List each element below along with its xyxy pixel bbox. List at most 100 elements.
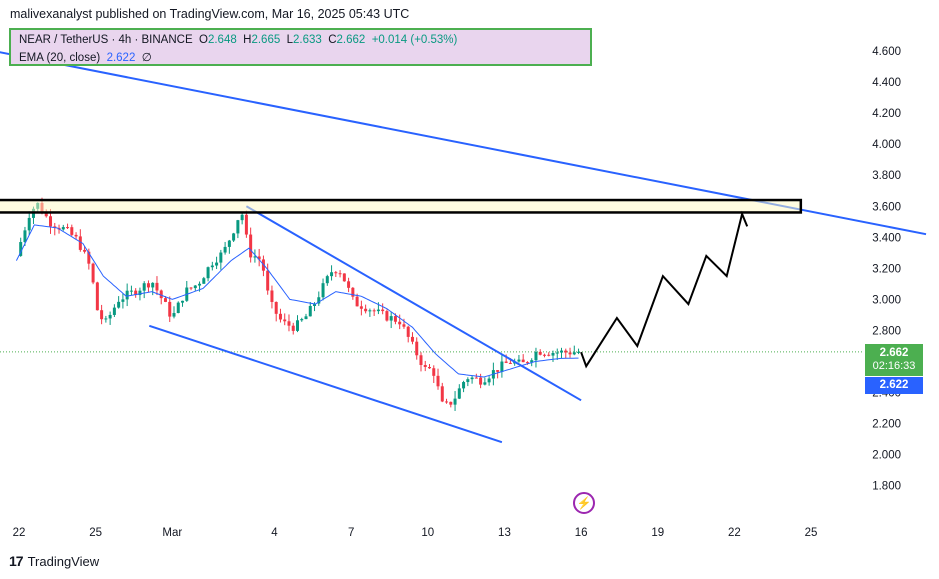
candle-body (551, 352, 555, 356)
candle-body (295, 320, 299, 331)
change-value: +0.014 (+0.53%) (371, 34, 458, 46)
candle-body (95, 282, 99, 311)
candle-body (304, 316, 308, 320)
candle-body (504, 361, 508, 363)
candle-body (517, 359, 521, 362)
candle-body (49, 216, 53, 227)
candle-body (193, 285, 197, 289)
time-tick-label: 22 (13, 527, 26, 539)
candle-body (146, 283, 150, 288)
lightning-icon[interactable]: ⚡ (573, 492, 595, 514)
candle-body (44, 213, 48, 217)
tradingview-logo-icon: 17 (9, 553, 24, 569)
ema-price-tag: 2.622 (865, 377, 923, 394)
resistance-zone[interactable] (0, 198, 803, 214)
candle-body (125, 290, 129, 300)
candle-body (547, 354, 551, 356)
candle-body (410, 336, 414, 342)
candle-body (172, 313, 176, 317)
drawings-layer (0, 51, 927, 444)
time-tick-label: 25 (805, 527, 818, 539)
last-price-tag: 2.662 02:16:33 (865, 344, 923, 376)
candle-body (470, 377, 474, 380)
candle-body (104, 318, 108, 320)
high-value: 2.665 (251, 34, 281, 46)
candle-body (70, 227, 74, 235)
candle-body (457, 388, 461, 399)
price-tick-label: 3.400 (872, 232, 901, 244)
candle-body (313, 303, 317, 306)
candle-body (249, 234, 253, 258)
candle-body (338, 273, 342, 275)
time-tick-label: 25 (89, 527, 102, 539)
candle-body (91, 263, 95, 283)
ohlc-legend: NEAR / TetherUS · 4h · BINANCE O2.648 H2… (19, 34, 457, 46)
candle-body (78, 236, 82, 250)
candle-body (61, 227, 65, 230)
candle-body (568, 352, 572, 355)
ema-line (15, 224, 579, 378)
candle-body (270, 290, 274, 302)
candle-body (134, 290, 138, 296)
trendline[interactable] (245, 205, 582, 402)
bar-countdown: 02:16:33 (872, 360, 916, 372)
candle-body (521, 359, 525, 363)
open-label: O (199, 34, 208, 46)
time-tick-label: 16 (575, 527, 588, 539)
symbol-label[interactable]: NEAR / TetherUS · 4h · BINANCE (19, 34, 193, 46)
candle-body (466, 379, 470, 383)
price-tick-label: 2.800 (872, 325, 901, 337)
candle-body (100, 310, 104, 320)
candle-body (198, 283, 202, 286)
candle-body (402, 324, 406, 327)
price-tick-label: 3.000 (872, 294, 901, 306)
candle-body (283, 319, 287, 322)
candle-body (138, 290, 142, 296)
candle-body (445, 401, 449, 403)
candle-body (74, 234, 78, 237)
legend-panel: NEAR / TetherUS · 4h · BINANCE O2.648 H2… (9, 28, 592, 66)
candle-body (453, 398, 457, 405)
candle-body (117, 301, 121, 308)
candle-body (483, 382, 487, 385)
time-tick-label: 10 (421, 527, 434, 539)
candle-body (542, 354, 546, 356)
candle-body (244, 214, 248, 235)
price-tick-label: 4.000 (872, 139, 901, 151)
candle-body (287, 321, 291, 326)
close-label: C (328, 34, 337, 46)
candle-body (398, 321, 402, 325)
candle-body (530, 360, 534, 363)
candle-body (423, 365, 427, 367)
candle-body (278, 313, 282, 320)
candle-body (142, 283, 146, 291)
price-tick-label: 4.200 (872, 108, 901, 120)
time-tick-label: Mar (162, 527, 182, 539)
candle-body (23, 230, 27, 243)
candle-body (555, 352, 559, 354)
candle-body (215, 262, 219, 266)
candle-body (189, 287, 193, 289)
candle-body (376, 309, 380, 312)
candle-body (449, 401, 453, 405)
candle-body (19, 242, 23, 256)
trendline[interactable] (148, 324, 503, 444)
time-tick-label: 7 (348, 527, 354, 539)
candle-body (500, 361, 504, 372)
projection-path[interactable] (580, 210, 749, 369)
last-price-value: 2.662 (879, 347, 909, 359)
ema-legend[interactable]: EMA (20, close) 2.622 ∅ (19, 50, 152, 64)
open-value: 2.648 (207, 34, 237, 46)
candle-body (308, 305, 312, 317)
candle-body (291, 325, 295, 331)
ema-extra: ∅ (141, 52, 152, 64)
candle-body (219, 252, 223, 263)
candle-body (321, 283, 325, 298)
ema-value: 2.622 (106, 52, 136, 64)
candle-body (236, 220, 240, 234)
candle-body (342, 273, 346, 282)
candle-body (368, 310, 372, 312)
candle-body (232, 233, 236, 241)
price-tick-label: 4.600 (872, 46, 901, 58)
